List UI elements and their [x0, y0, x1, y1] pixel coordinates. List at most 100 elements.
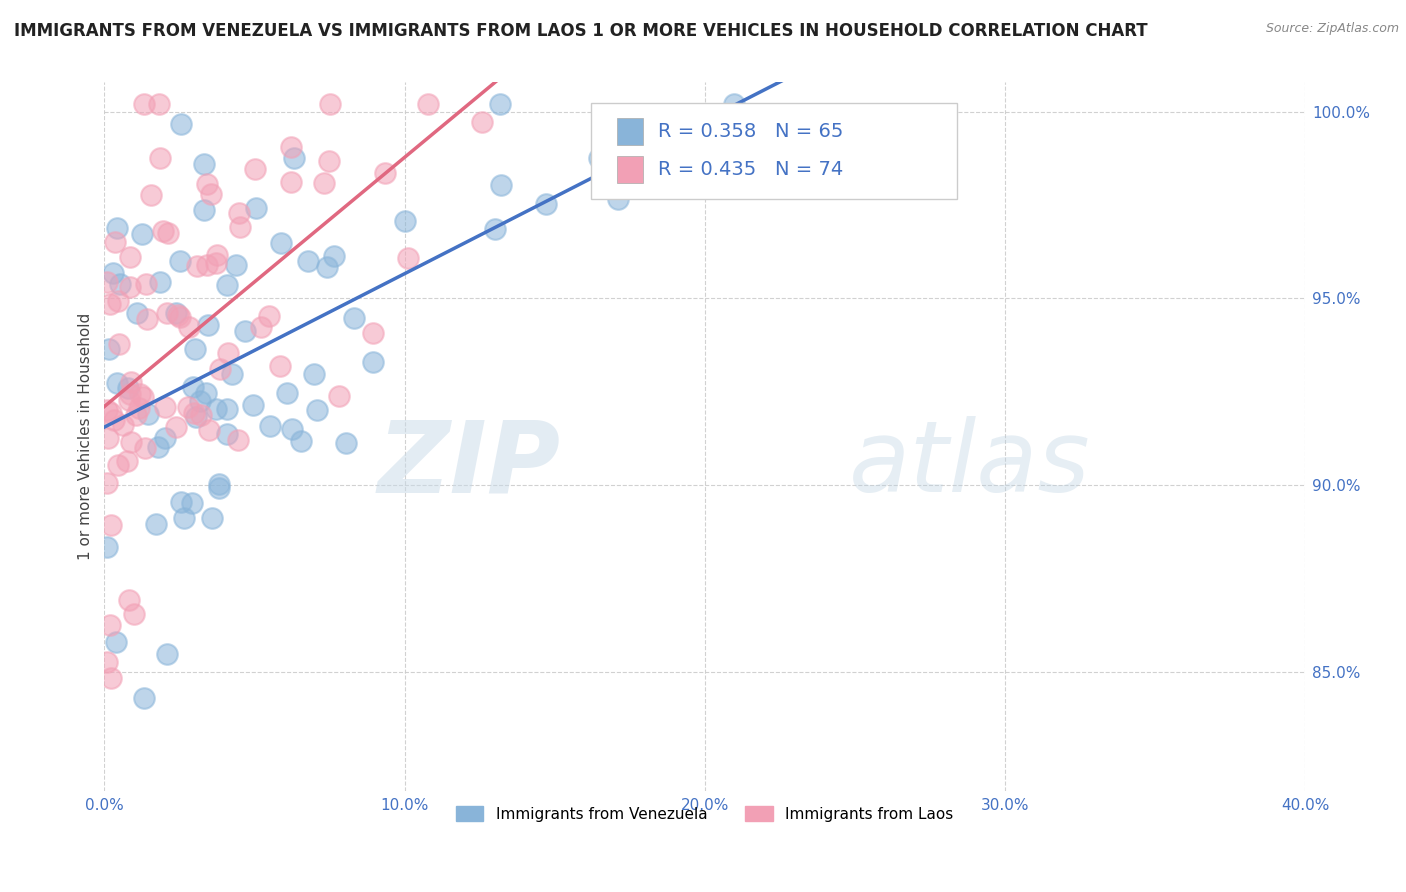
Point [245, 162, 267, 177]
Point [128, 401, 150, 415]
Point [343, 310, 366, 325]
Point [134, 441, 156, 455]
Text: R = 0.358   N = 65: R = 0.358 N = 65 [658, 122, 844, 141]
Point [226, 433, 249, 447]
Point [100, 671, 122, 685]
Point [127, 305, 149, 319]
Point [723, 97, 745, 112]
Text: R = 0.435   N = 74: R = 0.435 N = 74 [658, 160, 844, 178]
Point [108, 337, 131, 351]
Point [396, 251, 419, 265]
Point [588, 151, 610, 165]
Point [166, 308, 188, 322]
Point [297, 254, 319, 268]
Point [97, 431, 120, 445]
Point [208, 477, 231, 491]
Point [97, 342, 120, 356]
Point [233, 324, 256, 338]
Legend: Immigrants from Venezuela, Immigrants from Laos: Immigrants from Venezuela, Immigrants fr… [449, 798, 962, 830]
Point [98, 618, 121, 632]
Point [208, 481, 231, 495]
Point [105, 376, 128, 390]
Point [132, 690, 155, 705]
Point [117, 381, 139, 395]
Point [169, 310, 191, 324]
Point [165, 420, 187, 434]
Point [181, 379, 204, 393]
Point [245, 202, 267, 216]
Point [155, 431, 177, 445]
Point [100, 518, 122, 533]
Point [136, 407, 159, 421]
Point [361, 355, 384, 369]
Point [280, 175, 302, 189]
Point [229, 220, 252, 235]
Point [197, 423, 219, 437]
Point [471, 114, 494, 128]
Point [489, 178, 512, 192]
Point [418, 97, 440, 112]
Point [100, 406, 122, 420]
Point [188, 393, 211, 408]
Point [281, 422, 304, 436]
Point [120, 435, 142, 450]
Point [322, 250, 344, 264]
Point [217, 346, 239, 360]
Point [270, 235, 292, 250]
Point [173, 511, 195, 525]
Point [107, 293, 129, 308]
Point [536, 197, 558, 211]
Point [118, 592, 141, 607]
Point [155, 648, 177, 662]
Point [148, 151, 170, 165]
Point [132, 390, 155, 404]
Point [200, 186, 222, 201]
Point [200, 511, 222, 525]
Point [107, 220, 129, 235]
Point [104, 635, 127, 649]
Text: ZIP: ZIP [378, 417, 561, 513]
Point [195, 259, 218, 273]
Y-axis label: 1 or more Vehicles in Household: 1 or more Vehicles in Household [79, 313, 93, 560]
Point [374, 166, 396, 180]
Point [118, 392, 141, 407]
Point [221, 367, 243, 381]
Point [186, 259, 208, 273]
Point [204, 402, 226, 417]
Point [156, 306, 179, 320]
Point [215, 427, 238, 442]
Point [103, 266, 125, 280]
Point [135, 277, 157, 291]
Point [193, 203, 215, 218]
Point [194, 386, 217, 401]
Point [228, 206, 250, 220]
Point [242, 398, 264, 412]
Point [118, 280, 141, 294]
Point [177, 319, 200, 334]
Point [107, 458, 129, 473]
Point [607, 192, 630, 206]
Point [152, 225, 174, 239]
Point [157, 227, 180, 241]
Point [103, 413, 125, 427]
Point [165, 306, 187, 320]
Point [177, 400, 200, 414]
Point [118, 251, 141, 265]
Point [149, 275, 172, 289]
Point [122, 607, 145, 621]
Text: Source: ZipAtlas.com: Source: ZipAtlas.com [1265, 22, 1399, 36]
Point [131, 227, 153, 241]
Text: IMMIGRANTS FROM VENEZUELA VS IMMIGRANTS FROM LAOS 1 OR MORE VEHICLES IN HOUSEHOL: IMMIGRANTS FROM VENEZUELA VS IMMIGRANTS … [14, 22, 1147, 40]
Point [225, 258, 247, 272]
Point [96, 475, 118, 490]
Point [215, 401, 238, 416]
Point [259, 418, 281, 433]
Point [197, 318, 219, 332]
Point [208, 362, 231, 376]
Point [361, 326, 384, 340]
Point [118, 387, 141, 401]
Point [280, 140, 302, 154]
Point [115, 453, 138, 467]
Point [215, 277, 238, 292]
Point [120, 375, 142, 389]
